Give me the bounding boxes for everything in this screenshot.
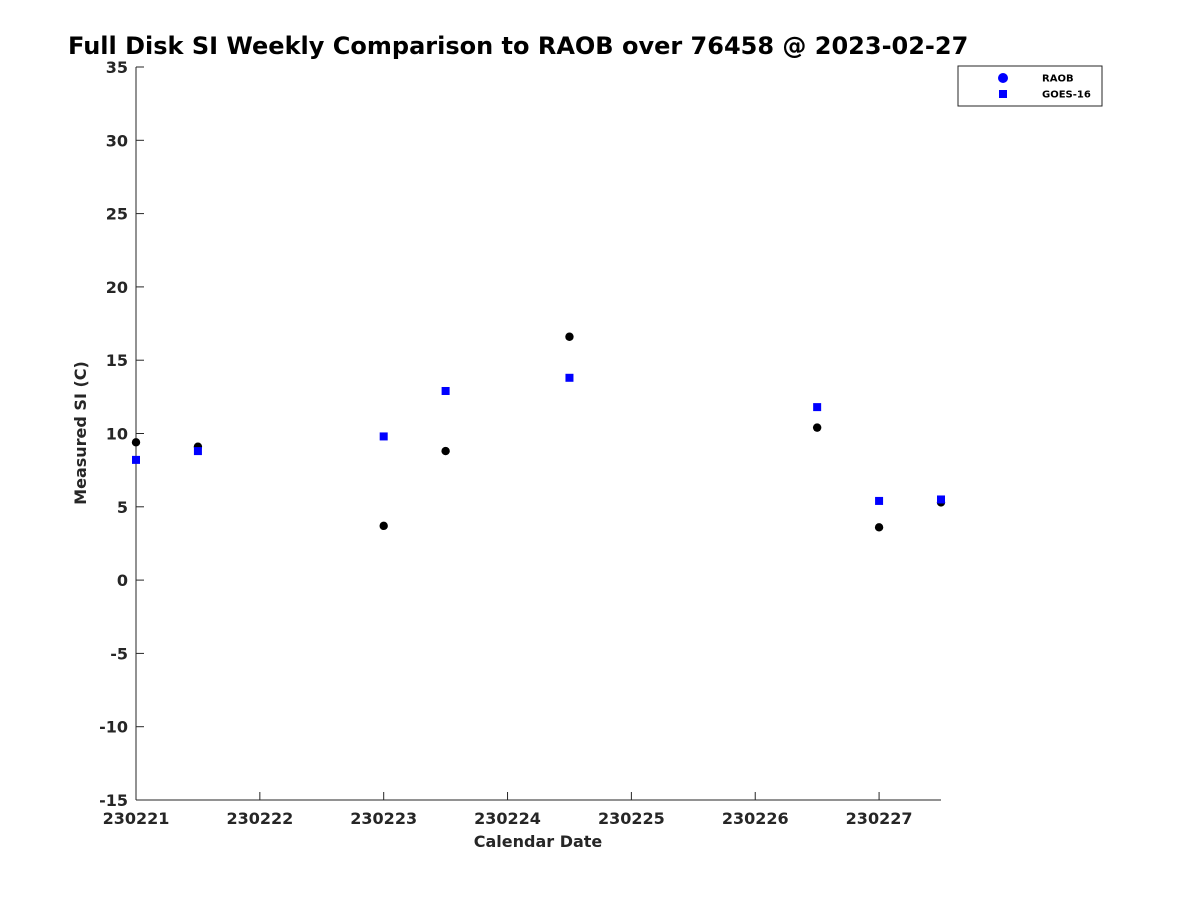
x-tick-label: 230225 [598, 809, 665, 828]
goes-point [441, 386, 450, 395]
goes-point [379, 432, 388, 441]
x-tick-label: 230227 [846, 809, 913, 828]
legend-label: GOES-16 [1042, 90, 1091, 101]
y-tick-label: 30 [106, 131, 128, 150]
y-tick-label: 25 [106, 205, 128, 224]
y-tick-label: -15 [99, 791, 128, 810]
y-axis-label: Measured SI (C) [71, 361, 90, 505]
y-tick-label: -10 [99, 718, 128, 737]
series-goes-16 [132, 373, 945, 505]
legend: RAOB GOES-16 [957, 65, 1103, 107]
y-tick-label: 5 [117, 498, 128, 517]
data-marks [131, 332, 946, 532]
goes-point [565, 373, 574, 382]
x-tick-label: 230223 [350, 809, 417, 828]
series-raob [131, 332, 946, 532]
x-tick-label: 230226 [722, 809, 789, 828]
y-tick-label: 0 [117, 571, 128, 590]
raob-point [131, 438, 141, 447]
legend-marker-circle [998, 73, 1008, 83]
y-tick-label: -5 [110, 644, 128, 663]
goes-point [132, 455, 140, 464]
raob-point [441, 446, 450, 456]
x-tick-label: 230224 [474, 809, 541, 828]
raob-point [812, 423, 822, 432]
raob-point [565, 332, 574, 341]
axes: -15 -10 -5 0 5 10 15 20 25 30 35 230221 230222 230223… [99, 58, 941, 828]
goes-point [813, 403, 822, 412]
x-axis-label: Calendar Date [474, 832, 603, 851]
goes-point [193, 447, 202, 456]
legend-box [957, 65, 1103, 107]
y-tick-label: 35 [106, 58, 128, 77]
legend-label: RAOB [1042, 74, 1074, 85]
x-tick-label: 230222 [226, 809, 293, 828]
raob-point [379, 521, 388, 531]
goes-point [937, 495, 945, 504]
raob-point [874, 523, 884, 532]
goes-point [875, 496, 884, 505]
x-tick-label: 230221 [103, 809, 170, 828]
y-tick-label: 20 [106, 278, 128, 297]
y-tick-label: 10 [106, 425, 128, 444]
chart-title: Full Disk SI Weekly Comparison to RAOB o… [68, 32, 968, 60]
legend-marker-square [999, 90, 1007, 98]
y-tick-label: 15 [106, 351, 128, 370]
